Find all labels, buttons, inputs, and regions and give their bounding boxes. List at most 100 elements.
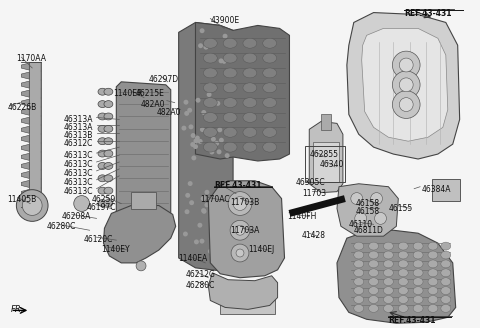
Circle shape (392, 51, 420, 79)
Ellipse shape (104, 199, 113, 207)
Ellipse shape (104, 125, 113, 132)
Circle shape (193, 138, 198, 143)
Circle shape (204, 190, 209, 195)
Text: 1170AA: 1170AA (16, 54, 47, 63)
Polygon shape (21, 190, 29, 196)
Text: 46313C: 46313C (64, 178, 94, 187)
Text: 46811D: 46811D (354, 226, 384, 235)
Text: 1170AC: 1170AC (201, 195, 230, 204)
Circle shape (206, 92, 212, 97)
Ellipse shape (98, 175, 107, 182)
Ellipse shape (428, 296, 438, 303)
Ellipse shape (413, 278, 423, 286)
Text: 462855: 462855 (309, 150, 338, 159)
Circle shape (136, 261, 146, 271)
Ellipse shape (204, 53, 217, 63)
Circle shape (208, 249, 213, 254)
Circle shape (218, 58, 224, 63)
Circle shape (392, 71, 420, 99)
Text: 11703A: 11703A (230, 226, 260, 235)
Ellipse shape (354, 269, 364, 277)
Ellipse shape (384, 260, 394, 268)
Circle shape (399, 58, 413, 72)
Ellipse shape (263, 38, 276, 48)
Circle shape (185, 193, 190, 198)
Ellipse shape (428, 287, 438, 295)
Bar (29, 62, 41, 207)
Text: 46197C: 46197C (86, 203, 116, 212)
Ellipse shape (223, 38, 237, 48)
Ellipse shape (223, 83, 237, 93)
Text: 11703: 11703 (302, 189, 326, 198)
Circle shape (211, 137, 216, 142)
Circle shape (225, 153, 229, 158)
Ellipse shape (243, 142, 257, 152)
Circle shape (399, 78, 413, 92)
Ellipse shape (398, 278, 408, 286)
Ellipse shape (223, 113, 237, 122)
Circle shape (231, 244, 249, 262)
Ellipse shape (441, 242, 451, 250)
Ellipse shape (204, 68, 217, 78)
Ellipse shape (413, 269, 423, 277)
Polygon shape (21, 108, 29, 115)
Circle shape (192, 155, 196, 160)
Ellipse shape (384, 304, 394, 312)
Ellipse shape (204, 113, 217, 122)
Circle shape (236, 249, 244, 257)
Circle shape (217, 127, 222, 132)
Text: 46313C: 46313C (64, 169, 94, 178)
Text: REF.43-431: REF.43-431 (404, 9, 452, 18)
Polygon shape (195, 22, 289, 161)
Ellipse shape (413, 251, 423, 259)
Polygon shape (104, 206, 176, 263)
Text: 46212G: 46212G (186, 270, 216, 279)
Text: 46259: 46259 (92, 195, 116, 204)
Ellipse shape (384, 269, 394, 277)
Ellipse shape (369, 287, 379, 295)
Circle shape (355, 213, 367, 224)
Ellipse shape (354, 242, 364, 250)
Text: 46208A: 46208A (62, 213, 91, 221)
Text: 1140ER: 1140ER (113, 89, 143, 98)
Polygon shape (21, 180, 29, 188)
Ellipse shape (354, 251, 364, 259)
Bar (313, 142, 339, 182)
Text: FR.: FR. (11, 305, 24, 315)
Ellipse shape (98, 88, 107, 95)
Circle shape (230, 220, 250, 240)
Polygon shape (21, 153, 29, 160)
Ellipse shape (413, 304, 423, 312)
Bar (432, 179, 460, 200)
Circle shape (399, 98, 413, 112)
Text: 46384A: 46384A (422, 185, 452, 194)
Ellipse shape (369, 296, 379, 303)
Text: 11703B: 11703B (230, 197, 259, 207)
Polygon shape (21, 162, 29, 169)
Circle shape (184, 209, 190, 214)
Ellipse shape (243, 113, 257, 122)
Ellipse shape (369, 260, 379, 268)
Ellipse shape (104, 175, 113, 182)
Text: 1140EY: 1140EY (101, 245, 130, 254)
Circle shape (228, 192, 252, 215)
Ellipse shape (441, 251, 451, 259)
Text: 1140EJ: 1140EJ (248, 245, 274, 254)
Circle shape (217, 246, 222, 251)
Text: 46120C: 46120C (84, 235, 113, 244)
Polygon shape (347, 12, 460, 159)
Ellipse shape (243, 127, 257, 137)
Ellipse shape (104, 113, 113, 120)
Ellipse shape (98, 138, 107, 145)
Ellipse shape (398, 242, 408, 250)
Ellipse shape (384, 242, 394, 250)
Ellipse shape (441, 260, 451, 268)
Ellipse shape (223, 142, 237, 152)
Ellipse shape (223, 68, 237, 78)
Text: 46312C: 46312C (64, 139, 93, 148)
Polygon shape (21, 99, 29, 106)
Polygon shape (21, 198, 29, 206)
Circle shape (197, 223, 203, 228)
Circle shape (193, 144, 198, 149)
Ellipse shape (428, 278, 438, 286)
